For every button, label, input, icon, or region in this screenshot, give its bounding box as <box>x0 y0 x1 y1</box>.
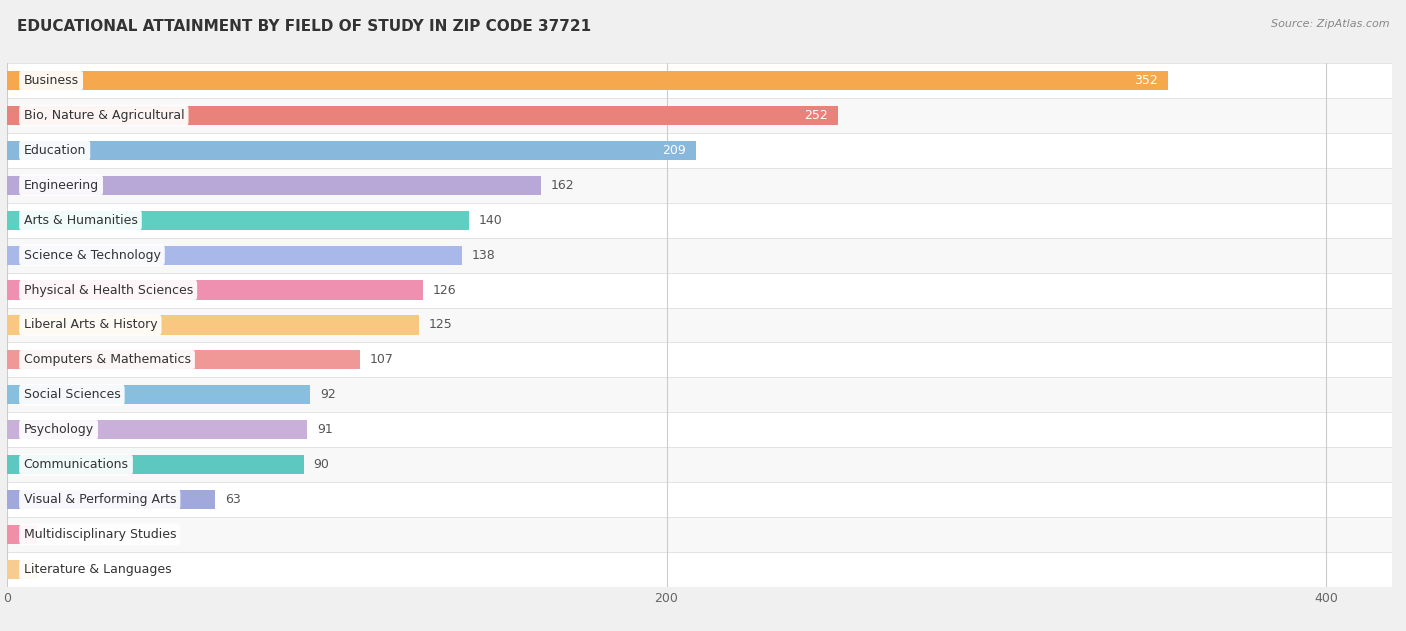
Bar <box>7 280 423 300</box>
Text: 125: 125 <box>429 319 453 331</box>
FancyBboxPatch shape <box>7 307 1392 343</box>
Bar <box>7 211 468 230</box>
Bar <box>7 245 463 265</box>
FancyBboxPatch shape <box>7 517 1392 552</box>
Text: Social Sciences: Social Sciences <box>24 388 121 401</box>
Bar <box>7 455 304 475</box>
FancyBboxPatch shape <box>7 447 1392 482</box>
Text: Multidisciplinary Studies: Multidisciplinary Studies <box>24 528 176 541</box>
Text: Engineering: Engineering <box>24 179 98 192</box>
Text: 126: 126 <box>433 283 456 297</box>
Bar <box>7 525 37 544</box>
Bar <box>7 71 1168 90</box>
Text: Psychology: Psychology <box>24 423 94 436</box>
Bar <box>7 175 541 195</box>
Text: Source: ZipAtlas.com: Source: ZipAtlas.com <box>1271 19 1389 29</box>
Text: Science & Technology: Science & Technology <box>24 249 160 262</box>
Text: Liberal Arts & History: Liberal Arts & History <box>24 319 157 331</box>
Text: 107: 107 <box>370 353 394 367</box>
Text: 138: 138 <box>472 249 496 262</box>
Text: 209: 209 <box>662 144 686 157</box>
FancyBboxPatch shape <box>7 168 1392 203</box>
Bar <box>7 350 360 370</box>
Text: Bio, Nature & Agricultural: Bio, Nature & Agricultural <box>24 109 184 122</box>
Text: Education: Education <box>24 144 86 157</box>
Text: Communications: Communications <box>24 458 128 471</box>
Text: Arts & Humanities: Arts & Humanities <box>24 214 138 227</box>
Bar <box>7 385 311 404</box>
Bar <box>7 420 307 439</box>
Bar <box>7 560 37 579</box>
Bar <box>7 316 419 334</box>
Text: 9: 9 <box>46 528 55 541</box>
Text: 252: 252 <box>804 109 828 122</box>
Bar <box>7 141 696 160</box>
Text: Computers & Mathematics: Computers & Mathematics <box>24 353 191 367</box>
Text: 92: 92 <box>321 388 336 401</box>
Text: Physical & Health Sciences: Physical & Health Sciences <box>24 283 193 297</box>
FancyBboxPatch shape <box>7 98 1392 133</box>
FancyBboxPatch shape <box>7 412 1392 447</box>
Text: Business: Business <box>24 74 79 87</box>
Text: 162: 162 <box>551 179 575 192</box>
Bar <box>7 106 838 125</box>
FancyBboxPatch shape <box>7 238 1392 273</box>
Bar <box>7 490 215 509</box>
Text: Literature & Languages: Literature & Languages <box>24 563 172 576</box>
FancyBboxPatch shape <box>7 273 1392 307</box>
Text: 352: 352 <box>1135 74 1157 87</box>
Text: 9: 9 <box>46 563 55 576</box>
Text: 140: 140 <box>478 214 502 227</box>
Text: Visual & Performing Arts: Visual & Performing Arts <box>24 493 176 506</box>
FancyBboxPatch shape <box>7 133 1392 168</box>
FancyBboxPatch shape <box>7 552 1392 587</box>
Text: 90: 90 <box>314 458 329 471</box>
FancyBboxPatch shape <box>7 63 1392 98</box>
FancyBboxPatch shape <box>7 377 1392 412</box>
FancyBboxPatch shape <box>7 203 1392 238</box>
Text: EDUCATIONAL ATTAINMENT BY FIELD OF STUDY IN ZIP CODE 37721: EDUCATIONAL ATTAINMENT BY FIELD OF STUDY… <box>17 19 591 34</box>
FancyBboxPatch shape <box>7 482 1392 517</box>
Text: 63: 63 <box>225 493 240 506</box>
Text: 91: 91 <box>316 423 333 436</box>
FancyBboxPatch shape <box>7 343 1392 377</box>
